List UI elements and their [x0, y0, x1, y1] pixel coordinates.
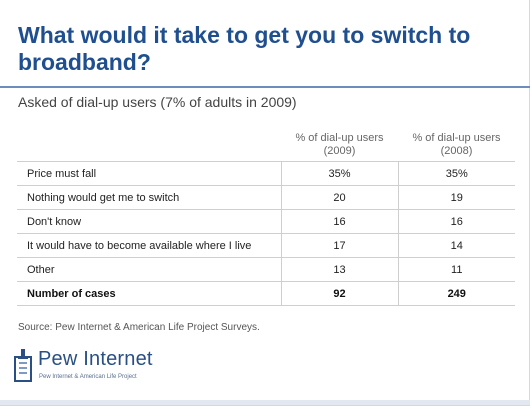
logo-tagline: Pew Internet & American Life Project: [39, 374, 137, 380]
column-header-2009: % of dial-up users (2009): [295, 132, 384, 157]
value-2009: 20: [280, 185, 398, 210]
value-2008: 35%: [397, 161, 515, 186]
row-label: Nothing would get me to switch: [17, 185, 281, 210]
column-header-2008: % of dial-up users (2008): [412, 132, 501, 157]
row-label: It would have to become available where …: [17, 233, 281, 258]
pew-internet-logo: Pew Internet Pew Internet & American Lif…: [14, 347, 164, 387]
table-header-row: % of dial-up users (2009) % of dial-up u…: [17, 129, 515, 162]
table-row: Don't know 16 16: [17, 209, 515, 234]
value-2009: 16: [280, 209, 398, 234]
logo-wordmark: Pew Internet: [38, 348, 153, 370]
value-2009: 35%: [280, 161, 398, 186]
totals-row: Number of cases 92 249: [17, 281, 515, 306]
value-2009: 17: [280, 233, 398, 258]
title-divider: [0, 86, 530, 88]
table-row: Price must fall 35% 35%: [17, 161, 515, 186]
results-table: % of dial-up users (2009) % of dial-up u…: [17, 129, 515, 306]
row-label: Don't know: [17, 209, 281, 234]
row-label: Price must fall: [17, 161, 281, 186]
value-2009: 13: [280, 257, 398, 282]
total-2008: 249: [397, 281, 515, 306]
source-note: Source: Pew Internet & American Life Pro…: [18, 322, 260, 333]
subtitle: Asked of dial-up users (7% of adults in …: [18, 94, 297, 110]
table-row: Nothing would get me to switch 20 19: [17, 185, 515, 210]
value-2008: 16: [397, 209, 515, 234]
page-title: What would it take to get you to switch …: [18, 22, 471, 75]
total-2009: 92: [280, 281, 398, 306]
bottom-band: [0, 400, 530, 405]
table-row: Other 13 11: [17, 257, 515, 282]
table-row: It would have to become available where …: [17, 233, 515, 258]
row-label: Other: [17, 257, 281, 282]
value-2008: 14: [397, 233, 515, 258]
totals-label: Number of cases: [17, 281, 281, 306]
table-header-blank: [17, 129, 281, 162]
value-2008: 11: [397, 257, 515, 282]
value-2008: 19: [397, 185, 515, 210]
pew-logo-icon: [14, 349, 32, 382]
